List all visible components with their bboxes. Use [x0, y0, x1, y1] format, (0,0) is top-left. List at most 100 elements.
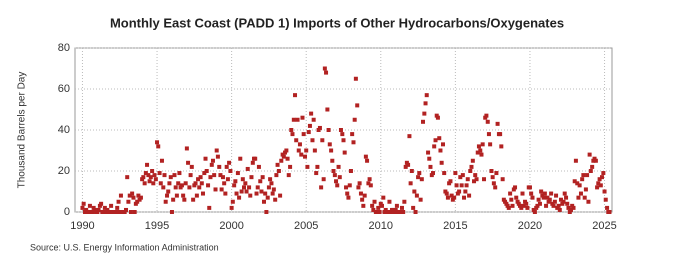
point [239, 189, 244, 194]
point [84, 207, 89, 212]
point [209, 162, 214, 167]
point [219, 187, 224, 192]
point [447, 181, 452, 186]
point [591, 158, 596, 163]
point [535, 203, 540, 208]
point [214, 148, 219, 153]
point [438, 148, 443, 153]
point [173, 185, 178, 190]
point [340, 132, 345, 137]
point [311, 117, 316, 122]
point [126, 199, 131, 204]
point [520, 191, 525, 196]
point [378, 201, 383, 206]
point [250, 160, 255, 165]
point [90, 210, 95, 214]
point [428, 164, 433, 169]
point [540, 193, 545, 198]
point [102, 205, 107, 210]
point [368, 183, 373, 188]
point [414, 193, 419, 198]
point [128, 210, 133, 214]
point [196, 177, 201, 182]
point [365, 158, 370, 163]
point [91, 205, 96, 210]
point [99, 201, 104, 206]
point [169, 210, 174, 214]
point [127, 193, 132, 198]
point [118, 193, 123, 198]
point [592, 156, 597, 161]
point [463, 189, 468, 194]
point [321, 177, 326, 182]
point [233, 179, 238, 184]
point [295, 117, 300, 122]
point [601, 171, 606, 176]
point [80, 205, 85, 210]
point [495, 121, 500, 126]
point [140, 177, 145, 182]
point [87, 203, 92, 208]
point [259, 189, 264, 194]
point [270, 191, 275, 196]
point [467, 193, 472, 198]
point [375, 210, 380, 214]
point [96, 207, 101, 212]
point [593, 158, 598, 163]
point [315, 164, 320, 169]
point [183, 181, 188, 186]
point [294, 138, 299, 143]
point [320, 138, 325, 143]
point [204, 169, 209, 173]
x-tick-label: 2010 [369, 220, 393, 232]
point [355, 103, 360, 108]
point [489, 169, 494, 173]
point [213, 187, 218, 192]
point [331, 169, 336, 173]
point [517, 203, 522, 208]
point [291, 117, 296, 122]
point [479, 152, 484, 157]
point [174, 193, 179, 198]
point [86, 210, 91, 214]
point [603, 197, 608, 202]
point [82, 210, 87, 214]
point [243, 181, 248, 186]
point [172, 173, 177, 178]
point [357, 181, 362, 186]
point [598, 183, 603, 188]
point [423, 101, 428, 106]
point [511, 187, 516, 192]
point [314, 171, 319, 176]
point [366, 181, 371, 186]
point [179, 183, 184, 188]
point [177, 171, 182, 176]
point [297, 142, 302, 147]
point [117, 210, 122, 214]
point [399, 205, 404, 210]
point [130, 191, 135, 196]
y-tick-label: 40 [58, 124, 70, 136]
point [352, 117, 357, 122]
point [142, 181, 147, 186]
point [158, 181, 163, 186]
point [152, 173, 157, 178]
point [361, 203, 366, 208]
point [454, 183, 459, 188]
point [271, 187, 276, 192]
point [202, 171, 207, 176]
point [539, 189, 544, 194]
point [398, 210, 403, 214]
point [437, 136, 442, 141]
point [491, 181, 496, 186]
point [356, 185, 361, 190]
point [157, 171, 162, 176]
point [171, 197, 176, 202]
point [582, 195, 587, 200]
point [135, 199, 140, 204]
point [527, 185, 532, 190]
point [445, 195, 450, 200]
point [317, 125, 322, 130]
point [408, 181, 413, 186]
point [351, 140, 356, 145]
